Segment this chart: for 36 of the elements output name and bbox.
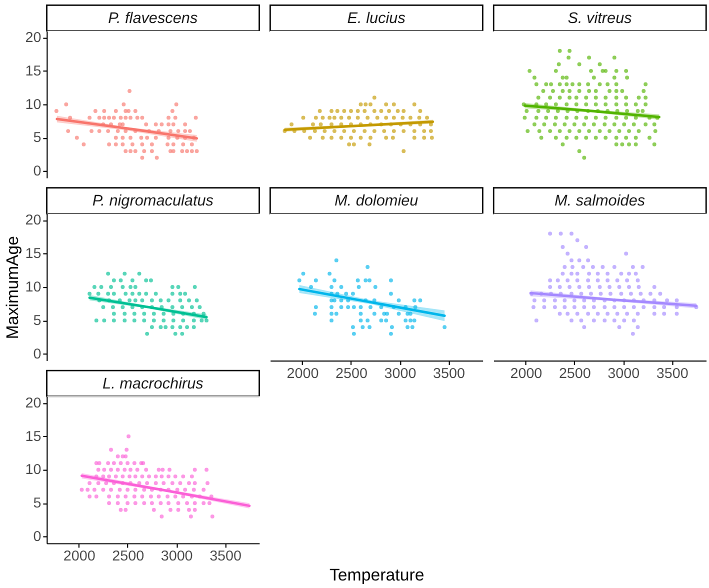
chart-title: P. nigromaculatus [92,192,214,210]
x-tick-label: 2000 [63,548,96,565]
y-tick-label: 20 [25,30,42,46]
y-tick-label: 10 [25,462,42,478]
chart-title: L. macrochirus [102,375,204,392]
x-tick-label: 2000 [286,366,319,382]
y-tick-label: 20 [25,212,42,229]
chart-title: E. lucius [347,10,406,27]
chart-title: P. flavescens [108,10,198,27]
x-tick-label: 3500 [210,548,242,565]
x-tick-label: 3500 [656,366,688,382]
y-tick-label: 15 [25,246,42,262]
y-tick-label: 15 [25,428,42,445]
x-tick-label: 2500 [112,548,144,565]
y-tick-label: 10 [25,280,42,296]
y-tick-label: 0 [33,164,42,180]
y-tick-label: 5 [33,130,42,146]
y-tick-label: 5 [33,496,42,512]
y-tick-label: 10 [25,96,42,113]
chart-title: M. dolomieu [334,192,419,210]
y-tick-label: 5 [33,312,42,329]
y-tick-label: 0 [33,529,42,546]
x-tick-label: 3000 [160,548,193,565]
x-tick-label: 3500 [432,366,465,382]
x-tick-label: 2000 [510,366,542,382]
y-tick-label: 0 [33,346,42,362]
chart-title: S. vitreus [568,10,632,27]
x-axis-title: Temperature [329,565,424,584]
x-tick-label: 3000 [384,366,416,382]
y-axis-title: MaximumAge [3,236,22,340]
x-tick-label: 2500 [558,366,591,382]
y-tick-label: 15 [25,63,42,80]
x-tick-label: 3000 [608,366,640,382]
y-tick-label: 20 [25,395,42,412]
x-tick-label: 2500 [336,366,368,382]
chart-title: M. salmoides [554,192,646,210]
